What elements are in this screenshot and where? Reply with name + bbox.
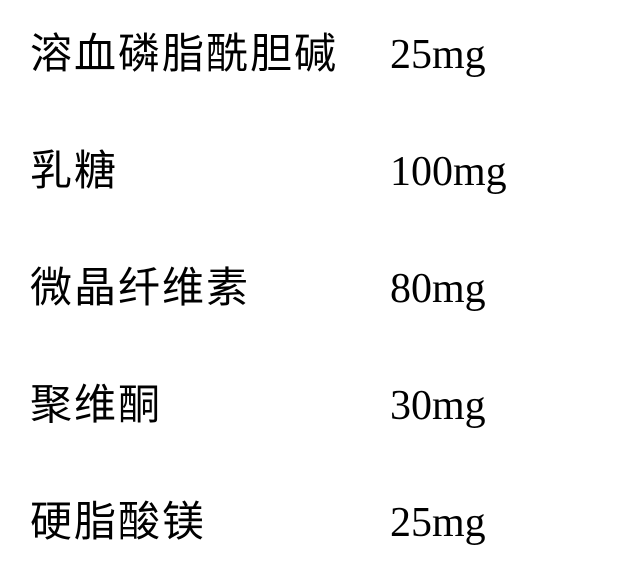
- ingredient-row: 聚维酮 30mg: [30, 371, 587, 432]
- ingredient-amount: 100mg: [390, 148, 507, 196]
- ingredient-name: 乳糖: [30, 137, 390, 198]
- ingredient-list: 溶血磷脂酰胆碱 25mg 乳糖 100mg 微晶纤维素 80mg 聚维酮 30m…: [30, 20, 587, 549]
- ingredient-name: 聚维酮: [30, 371, 390, 432]
- ingredient-row: 微晶纤维素 80mg: [30, 254, 587, 315]
- ingredient-amount: 25mg: [390, 499, 486, 547]
- ingredient-row: 乳糖 100mg: [30, 137, 587, 198]
- ingredient-row: 硬脂酸镁 25mg: [30, 488, 587, 549]
- ingredient-row: 溶血磷脂酰胆碱 25mg: [30, 20, 587, 81]
- ingredient-amount: 25mg: [390, 31, 486, 79]
- ingredient-amount: 80mg: [390, 265, 486, 313]
- ingredient-name: 溶血磷脂酰胆碱: [30, 20, 390, 81]
- ingredient-amount: 30mg: [390, 382, 486, 430]
- ingredient-name: 硬脂酸镁: [30, 488, 390, 549]
- ingredient-name: 微晶纤维素: [30, 254, 390, 315]
